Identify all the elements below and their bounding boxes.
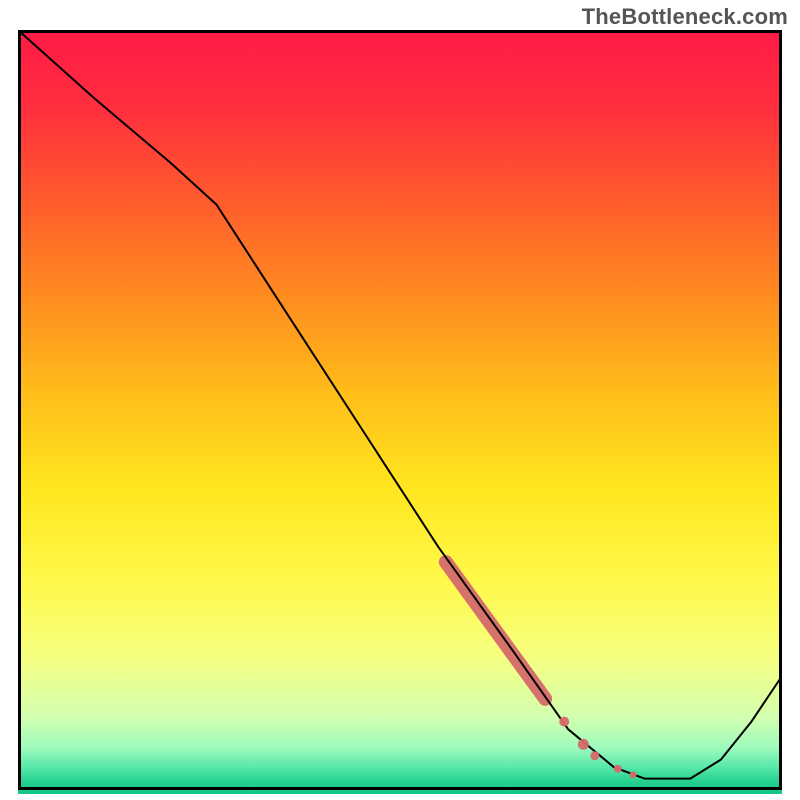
plot-area bbox=[18, 30, 782, 790]
bottleneck-chart: TheBottleneck.com bbox=[0, 0, 800, 800]
watermark-label: TheBottleneck.com bbox=[582, 4, 788, 30]
gradient-background bbox=[18, 30, 782, 794]
